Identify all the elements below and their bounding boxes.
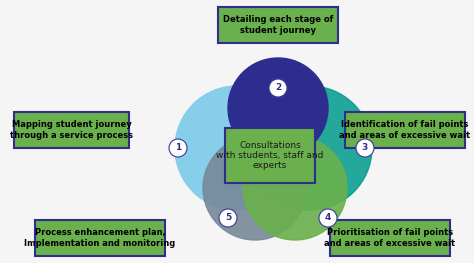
- FancyBboxPatch shape: [330, 220, 450, 256]
- Text: Process enhancement plan,
Implementation and monitoring: Process enhancement plan, Implementation…: [24, 228, 176, 248]
- Circle shape: [175, 86, 299, 210]
- Text: Mapping student journey
through a service process: Mapping student journey through a servic…: [10, 120, 134, 140]
- Text: Consultations
with students, staff and
experts: Consultations with students, staff and e…: [216, 141, 324, 170]
- Circle shape: [243, 136, 347, 240]
- Text: 4: 4: [325, 214, 331, 222]
- Circle shape: [319, 209, 337, 227]
- Text: 3: 3: [362, 144, 368, 153]
- Circle shape: [203, 136, 307, 240]
- Text: Prioritisation of fail points
and areas of excessive wait: Prioritisation of fail points and areas …: [324, 228, 456, 248]
- Text: 2: 2: [275, 83, 281, 93]
- Circle shape: [169, 139, 187, 157]
- Circle shape: [356, 139, 374, 157]
- FancyBboxPatch shape: [218, 7, 338, 43]
- Text: Identification of fail points
and areas of excessive wait: Identification of fail points and areas …: [339, 120, 471, 140]
- Text: 1: 1: [175, 144, 181, 153]
- FancyBboxPatch shape: [35, 220, 165, 256]
- FancyBboxPatch shape: [345, 112, 465, 148]
- Text: 5: 5: [225, 214, 231, 222]
- Circle shape: [269, 79, 287, 97]
- Circle shape: [228, 58, 328, 158]
- FancyBboxPatch shape: [15, 112, 129, 148]
- Text: Detailing each stage of
student journey: Detailing each stage of student journey: [223, 15, 333, 35]
- Circle shape: [248, 86, 372, 210]
- Circle shape: [219, 209, 237, 227]
- FancyBboxPatch shape: [225, 128, 315, 183]
